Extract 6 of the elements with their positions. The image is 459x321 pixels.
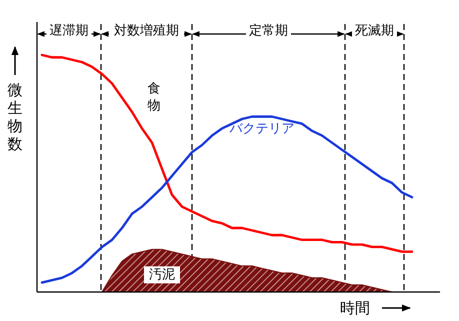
series-label: 食物 bbox=[148, 82, 160, 114]
x-axis-title: 時間 bbox=[340, 299, 370, 317]
y-axis-title: 微生物数 bbox=[8, 81, 22, 153]
series-label: 汚泥 bbox=[149, 267, 175, 282]
text: 定常期 bbox=[249, 24, 288, 39]
series-label: バクテリア bbox=[228, 122, 294, 137]
